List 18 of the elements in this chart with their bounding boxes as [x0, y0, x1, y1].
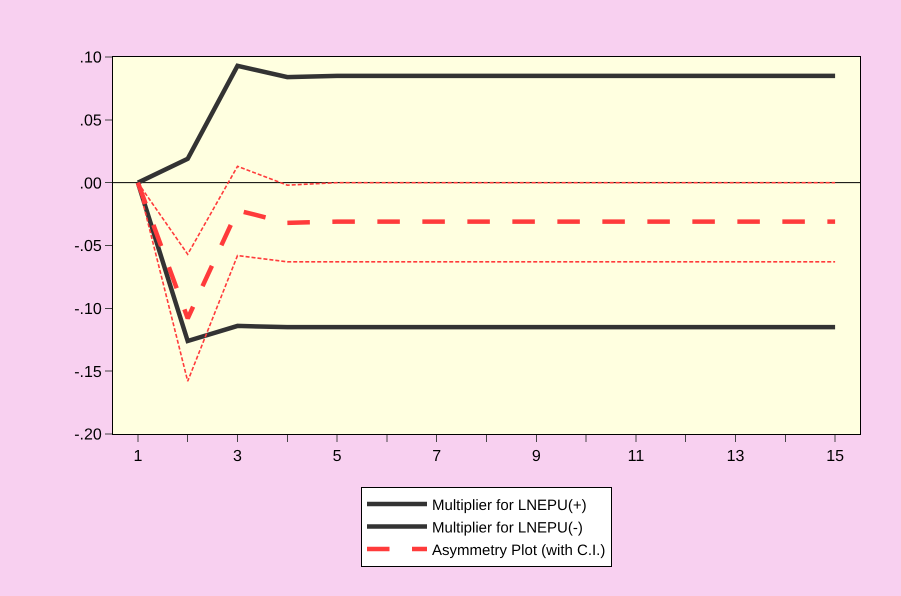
x-tick-label: 15	[826, 448, 844, 466]
y-tick-label: -.15	[74, 364, 102, 381]
y-tick-label: -.05	[74, 238, 102, 256]
legend-label: Multiplier for LNEPU(-)	[432, 519, 583, 536]
legend-label: Asymmetry Plot (with C.I.)	[432, 542, 606, 559]
x-tick-label: 13	[726, 448, 744, 466]
y-tick-label: -.20	[74, 426, 102, 444]
y-tick-label: .05	[80, 112, 102, 130]
y-tick-label: -.10	[74, 300, 102, 318]
x-tick-label: 1	[133, 448, 142, 466]
legend-label: Multiplier for LNEPU(+)	[432, 496, 587, 514]
x-tick-label: 11	[628, 448, 644, 466]
x-tick-label: 9	[532, 448, 541, 466]
y-tick-label: .00	[80, 175, 102, 192]
x-tick-label: 5	[332, 448, 342, 466]
x-tick-label: 3	[233, 448, 242, 466]
y-tick-label: .10	[80, 50, 102, 67]
x-tick-label: 7	[432, 448, 442, 466]
